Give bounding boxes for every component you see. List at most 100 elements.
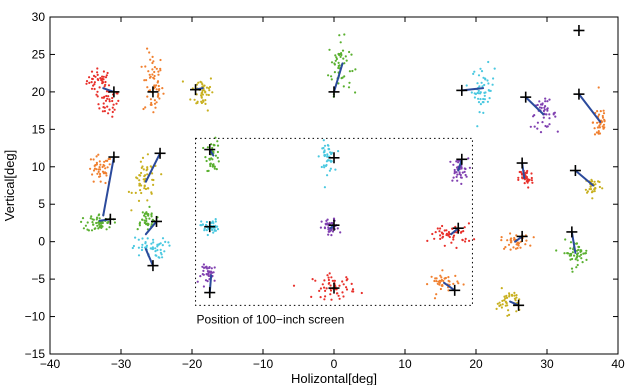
data-point — [139, 160, 142, 163]
data-point — [88, 76, 91, 79]
data-point — [146, 153, 149, 156]
data-point — [538, 100, 541, 103]
data-point — [141, 211, 144, 214]
data-point — [478, 85, 481, 88]
data-point — [473, 92, 476, 95]
data-point — [152, 111, 155, 114]
data-point — [339, 53, 343, 56]
data-point — [326, 155, 329, 158]
data-point — [441, 269, 444, 272]
data-point — [329, 289, 333, 292]
data-point — [102, 96, 105, 99]
data-point — [488, 97, 491, 100]
data-point — [577, 248, 580, 251]
data-point — [595, 131, 599, 134]
data-point — [585, 258, 588, 261]
data-point — [195, 83, 199, 86]
data-point — [517, 176, 520, 179]
data-point — [477, 89, 480, 92]
data-point — [105, 74, 108, 77]
data-point — [531, 181, 534, 184]
data-point — [154, 106, 157, 109]
data-point — [439, 237, 442, 240]
data-point — [434, 277, 437, 280]
data-point — [95, 155, 98, 158]
data-point — [108, 100, 111, 103]
data-point — [329, 284, 332, 287]
data-point — [334, 168, 337, 171]
data-point — [104, 172, 107, 175]
target-marker — [456, 84, 468, 96]
data-point — [348, 81, 351, 84]
data-point — [152, 60, 155, 63]
data-point — [200, 96, 203, 99]
point-cluster — [495, 287, 521, 317]
data-point — [127, 190, 130, 193]
data-point — [462, 230, 465, 233]
data-point — [144, 242, 147, 245]
data-point — [216, 228, 220, 231]
data-point — [96, 73, 99, 76]
y-tick-label: 15 — [32, 122, 46, 136]
data-point — [92, 158, 95, 161]
data-point — [330, 78, 333, 81]
data-point — [205, 93, 208, 96]
data-point — [338, 64, 341, 67]
data-point — [138, 179, 141, 182]
data-point — [92, 223, 95, 226]
point-cluster — [317, 139, 340, 189]
data-point — [463, 226, 466, 229]
data-point — [92, 84, 95, 87]
data-point — [158, 88, 161, 91]
data-point — [328, 48, 331, 51]
data-point — [320, 220, 323, 223]
data-point — [103, 110, 106, 113]
data-point — [213, 167, 216, 170]
data-point — [143, 221, 146, 224]
data-point — [322, 139, 325, 142]
data-point — [515, 310, 518, 313]
target-marker — [513, 299, 525, 311]
data-point — [479, 98, 482, 101]
data-point — [117, 99, 120, 102]
data-point — [478, 111, 481, 114]
data-point — [202, 146, 205, 150]
data-point — [318, 289, 321, 292]
data-point — [107, 95, 110, 98]
data-point — [106, 166, 109, 169]
data-point — [334, 54, 337, 57]
data-point — [513, 291, 516, 294]
data-point — [98, 160, 101, 163]
data-point — [453, 168, 456, 172]
data-point — [525, 175, 528, 178]
data-point — [521, 173, 524, 176]
data-point — [472, 72, 475, 75]
data-point — [214, 218, 217, 221]
data-point — [106, 97, 109, 100]
data-point — [111, 106, 114, 109]
data-point — [342, 283, 345, 286]
data-point — [151, 55, 154, 59]
data-point — [104, 76, 108, 79]
data-point — [90, 87, 94, 90]
data-point — [492, 77, 495, 80]
data-point — [202, 266, 205, 269]
data-point — [326, 218, 329, 221]
data-point — [157, 70, 160, 73]
data-point — [92, 180, 95, 183]
target-marker — [328, 152, 340, 164]
target-marker — [147, 260, 159, 272]
data-point — [95, 93, 98, 96]
data-point — [464, 173, 467, 177]
data-point — [343, 62, 346, 65]
data-point — [209, 77, 212, 80]
data-point — [326, 274, 329, 277]
data-point — [351, 290, 354, 293]
data-point — [209, 164, 212, 168]
data-point — [602, 127, 605, 130]
data-point — [569, 258, 572, 261]
data-point — [153, 86, 157, 89]
data-point — [141, 218, 144, 221]
data-point — [207, 169, 210, 172]
data-point — [212, 221, 215, 225]
